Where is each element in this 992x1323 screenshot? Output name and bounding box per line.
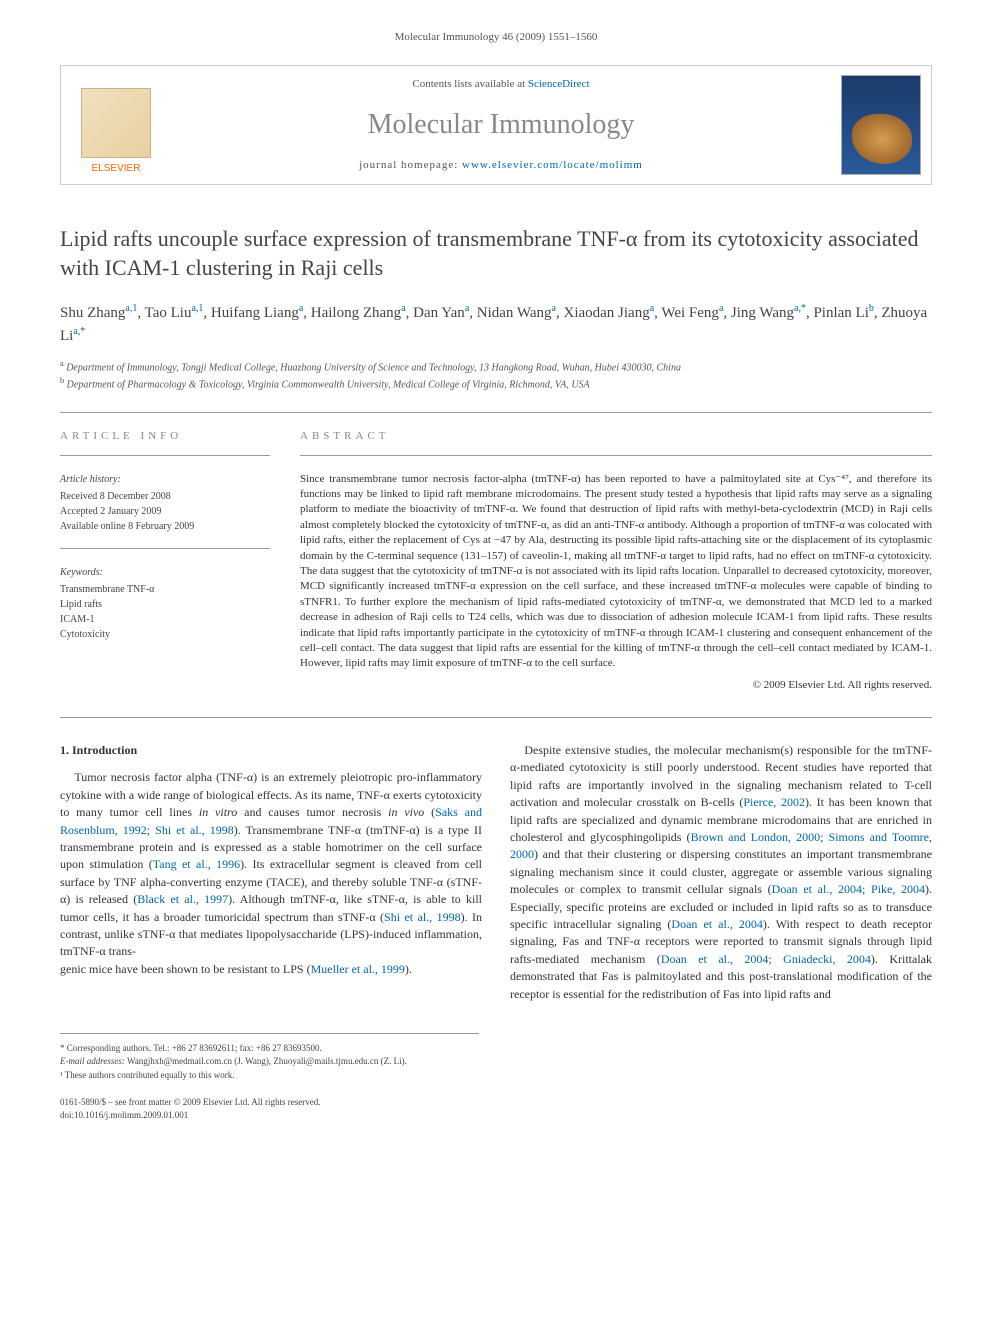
history-item: Available online 8 February 2009 [60, 519, 270, 534]
keywords-block: Keywords: Transmembrane TNF-α Lipid raft… [60, 565, 270, 642]
author-list: Shu Zhanga,1, Tao Liua,1, Huifang Lianga… [60, 301, 932, 348]
email-addresses: E-mail addresses: Wangjhxh@medmail.com.c… [60, 1055, 479, 1069]
equal-contribution-note: ¹ These authors contributed equally to t… [60, 1069, 479, 1083]
affiliation-b: b Department of Pharmacology & Toxicolog… [60, 375, 932, 392]
footnotes: * Corresponding authors. Tel.: +86 27 83… [60, 1033, 479, 1122]
sciencedirect-link[interactable]: ScienceDirect [528, 78, 590, 90]
section-heading: 1. Introduction [60, 742, 482, 759]
contents-line: Contents lists available at ScienceDirec… [181, 77, 821, 92]
homepage-prefix: journal homepage: [359, 159, 462, 171]
contents-prefix: Contents lists available at [412, 78, 527, 90]
history-item: Received 8 December 2008 [60, 489, 270, 504]
affiliation-a: a Department of Immunology, Tongji Medic… [60, 358, 932, 375]
history-label: Article history: [60, 472, 270, 487]
homepage-link[interactable]: www.elsevier.com/locate/molimm [462, 159, 643, 171]
keyword: ICAM-1 [60, 612, 270, 627]
abstract-heading: ABSTRACT [300, 429, 932, 444]
doi: doi:10.1016/j.molimm.2009.01.001 [60, 1109, 479, 1122]
body-paragraph: Despite extensive studies, the molecular… [510, 742, 932, 1003]
publisher-logo-block: ELSEVIER [61, 66, 171, 184]
body-text: 1. Introduction Tumor necrosis factor al… [60, 742, 932, 1003]
journal-cover-thumbnail [841, 75, 921, 175]
info-abstract-row: ARTICLE INFO Article history: Received 8… [60, 429, 932, 693]
elsevier-tree-icon [81, 88, 151, 158]
divider [60, 412, 932, 413]
article-history: Article history: Received 8 December 200… [60, 472, 270, 534]
abstract-text: Since transmembrane tumor necrosis facto… [300, 472, 932, 672]
divider [300, 455, 932, 456]
issn-copyright: 0161-5890/$ – see front matter © 2009 El… [60, 1096, 479, 1109]
affiliations: a Department of Immunology, Tongji Medic… [60, 358, 932, 393]
corresponding-author-note: * Corresponding authors. Tel.: +86 27 83… [60, 1042, 479, 1056]
abstract-column: ABSTRACT Since transmembrane tumor necro… [300, 429, 932, 693]
banner-right [831, 66, 931, 184]
running-header: Molecular Immunology 46 (2009) 1551–1560 [60, 30, 932, 45]
divider [60, 455, 270, 456]
journal-name: Molecular Immunology [181, 105, 821, 144]
abstract-copyright: © 2009 Elsevier Ltd. All rights reserved… [300, 678, 932, 693]
article-info-heading: ARTICLE INFO [60, 429, 270, 444]
body-paragraph: genic mice have been shown to be resista… [60, 961, 482, 978]
journal-banner: ELSEVIER Contents lists available at Sci… [60, 65, 932, 185]
history-item: Accepted 2 January 2009 [60, 504, 270, 519]
keywords-label: Keywords: [60, 565, 270, 580]
divider [60, 548, 270, 549]
divider [60, 717, 932, 718]
keyword: Transmembrane TNF-α [60, 582, 270, 597]
banner-center: Contents lists available at ScienceDirec… [171, 66, 831, 184]
publisher-name: ELSEVIER [92, 162, 141, 176]
keyword: Cytotoxicity [60, 627, 270, 642]
homepage-line: journal homepage: www.elsevier.com/locat… [181, 158, 821, 173]
footer-copyright: 0161-5890/$ – see front matter © 2009 El… [60, 1096, 479, 1121]
article-title: Lipid rafts uncouple surface expression … [60, 225, 932, 282]
body-paragraph: Tumor necrosis factor alpha (TNF-α) is a… [60, 769, 482, 960]
keyword: Lipid rafts [60, 597, 270, 612]
article-info: ARTICLE INFO Article history: Received 8… [60, 429, 270, 693]
